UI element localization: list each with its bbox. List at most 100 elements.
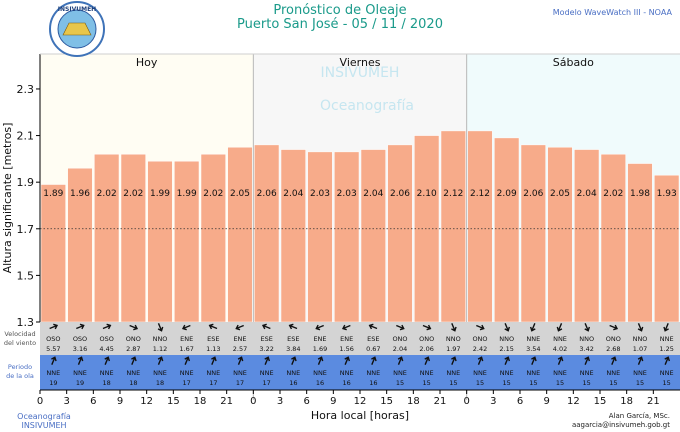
wave-period-label: 16	[343, 379, 351, 387]
wind-speed-label: 2.87	[126, 345, 140, 353]
footer-right-line2: aagarcia@insivumeh.gob.gt	[571, 421, 670, 429]
wind-direction-label: NNO	[579, 335, 594, 343]
wave-period-label: 15	[476, 379, 484, 387]
wind-speed-label: 3.54	[526, 345, 540, 353]
wave-period-label: 17	[263, 379, 271, 387]
wind-direction-label: ENE	[233, 335, 246, 343]
wave-arrow-icon	[291, 356, 297, 365]
wind-speed-label: 3.22	[259, 345, 273, 353]
wave-direction-label: NNE	[340, 369, 354, 377]
wave-period-label: 15	[609, 379, 617, 387]
bar-value-label: 2.05	[230, 189, 250, 199]
x-tick-label: 12	[567, 396, 580, 407]
wind-arrow-icon	[288, 323, 298, 330]
x-tick-label: 9	[117, 396, 123, 407]
wind-arrow-icon	[529, 323, 536, 332]
wind-arrow-icon	[422, 324, 432, 331]
wind-direction-label: NNE	[660, 335, 674, 343]
wind-direction-label: ESE	[287, 335, 299, 343]
x-tick-label: 9	[543, 396, 549, 407]
wind-speed-label: 3.16	[73, 345, 87, 353]
wave-direction-label: NNE	[553, 369, 567, 377]
wind-direction-label: NNE	[526, 335, 540, 343]
wave-period-label: 16	[369, 379, 377, 387]
x-tick-label: 18	[194, 396, 207, 407]
wave-direction-label: NNE	[46, 369, 60, 377]
wave-height-bar	[334, 151, 360, 323]
wind-arrow-icon	[556, 323, 563, 332]
wave-height-bar	[307, 151, 333, 323]
x-tick-label: 0	[250, 396, 256, 407]
wind-direction-label: ONO	[606, 335, 621, 343]
wave-direction-label: NNE	[393, 369, 407, 377]
wind-speed-label: 1.97	[446, 345, 460, 353]
wave-height-bar	[440, 130, 466, 323]
footer-right: Alan García, MSc. aagarcia@insivumeh.gob…	[572, 412, 670, 430]
x-axis-label: Hora local [horas]	[311, 409, 409, 422]
wind-speed-label: 1.13	[206, 345, 220, 353]
wave-period-label: 17	[183, 379, 191, 387]
wave-height-bar	[94, 153, 120, 323]
wind-direction-label: ESE	[207, 335, 219, 343]
day-label: Viernes	[340, 56, 381, 69]
wind-speed-label: 3.42	[579, 345, 593, 353]
wave-arrow-icon	[584, 356, 591, 365]
y-tick-label: 2.3	[17, 83, 35, 96]
wave-height-bar	[627, 163, 653, 323]
bar-value-label: 2.12	[470, 189, 490, 199]
wind-direction-label: ONO	[472, 335, 487, 343]
wind-arrow-icon	[76, 323, 85, 330]
wave-direction-label: NNE	[286, 369, 300, 377]
wave-period-label: 19	[49, 379, 57, 387]
wind-direction-label: ONO	[419, 335, 434, 343]
wave-height-bar	[547, 146, 573, 323]
wind-speed-label: 1.56	[339, 345, 353, 353]
wave-arrow-icon	[531, 356, 537, 365]
x-tick-label: 18	[620, 396, 633, 407]
wind-direction-label: OSO	[99, 335, 113, 343]
footer-left: Oceanografía INSIVUMEH	[4, 412, 84, 430]
wave-arrow-icon	[451, 356, 457, 365]
bar-value-label: 1.93	[657, 189, 677, 199]
logo-emblem-icon	[62, 22, 92, 36]
x-tick-label: 6	[90, 396, 96, 407]
x-tick-label: 15	[167, 396, 180, 407]
wave-period-label: 15	[503, 379, 511, 387]
x-tick-label: 12	[140, 396, 153, 407]
wave-arrow-icon	[611, 356, 617, 365]
wave-arrow-icon	[557, 356, 564, 365]
wave-direction-label: NNE	[153, 369, 167, 377]
wave-height-bar	[254, 144, 280, 323]
wave-arrow-icon	[104, 356, 111, 365]
wave-period-label: 16	[289, 379, 297, 387]
wind-arrow-icon	[102, 323, 112, 330]
bar-value-label: 2.06	[390, 189, 410, 199]
wave-direction-label: NNE	[366, 369, 380, 377]
wind-direction-label: ESE	[367, 335, 379, 343]
wave-direction-label: NNE	[606, 369, 620, 377]
wind-speed-label: 3.84	[286, 345, 300, 353]
wave-period-label: 16	[316, 379, 324, 387]
wave-arrow-icon	[77, 356, 84, 365]
wave-arrow-icon	[477, 356, 484, 365]
wave-arrow-icon	[424, 356, 431, 365]
bar-value-label: 2.09	[497, 189, 517, 199]
period-row-label-line1: Periodo	[8, 363, 32, 371]
x-tick-label: 3	[490, 396, 496, 407]
wave-direction-label: NNE	[100, 369, 114, 377]
bar-value-label: 1.99	[150, 189, 170, 199]
wave-period-label: 18	[156, 379, 164, 387]
wave-direction-label: NNE	[526, 369, 540, 377]
x-tick-label: 3	[277, 396, 283, 407]
wave-period-label: 15	[396, 379, 404, 387]
wind-arrow-icon	[504, 323, 511, 332]
wind-arrow-icon	[396, 324, 405, 331]
wave-period-label: 15	[636, 379, 644, 387]
wind-direction-label: NNO	[499, 335, 514, 343]
wave-direction-label: NNE	[420, 369, 434, 377]
wind-arrow-icon	[129, 324, 139, 331]
wave-arrow-icon	[184, 356, 191, 365]
wave-height-bar	[387, 144, 413, 323]
wave-height-bar	[120, 153, 146, 323]
wind-arrow-icon	[49, 323, 59, 330]
